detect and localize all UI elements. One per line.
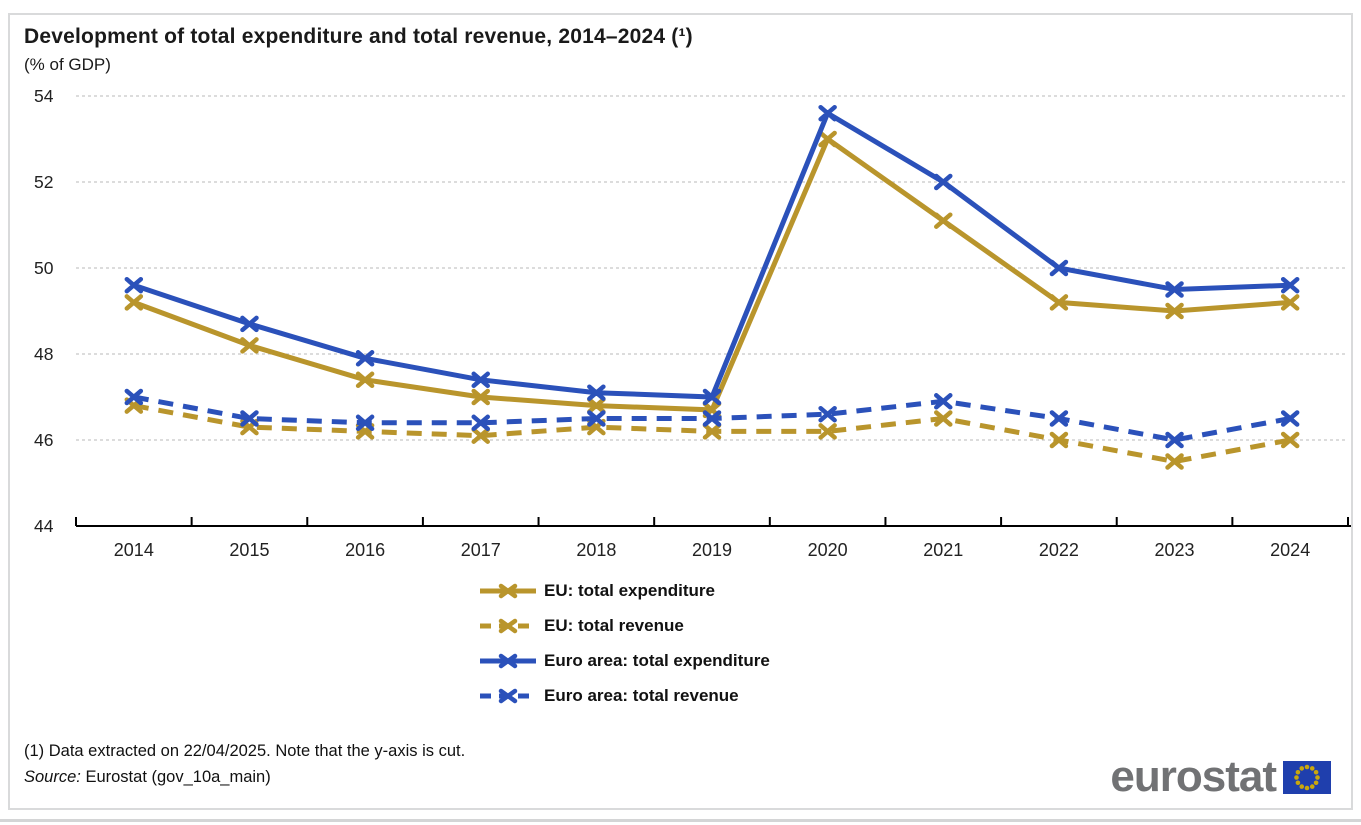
series-eu-total-expenditure [124, 130, 1300, 419]
eu-flag-icon [1283, 760, 1331, 794]
eurostat-logo: eurostat [1110, 755, 1331, 799]
x-axis-tick-label: 2020 [808, 540, 848, 560]
legend-item-eu-total-expenditure: EU: total expenditure [478, 580, 770, 602]
legend-line-sample-icon [480, 653, 536, 669]
footnote-line: (1) Data extracted on 22/04/2025. Note t… [24, 742, 466, 760]
legend-item-eu-total-revenue: EU: total revenue [478, 615, 770, 637]
line-chart-plot: 44 46 48 50 52 54 2014 2015 2016 2017 2018 2019 2020… [34, 86, 1351, 560]
eurostat-logo-text: eurostat [1110, 752, 1277, 801]
y-axis-tick-label: 54 [34, 86, 54, 106]
source-label: Source: [24, 768, 81, 786]
legend-line-sample-icon [480, 618, 536, 634]
chart-legend: EU: total expenditure EU: total revenue … [478, 580, 770, 707]
x-axis-tick-label: 2015 [229, 540, 269, 560]
legend-label: Euro area: total expenditure [544, 651, 770, 670]
y-axis-tick-label: 50 [34, 258, 54, 278]
chart-title: Development of total expenditure and tot… [24, 25, 693, 48]
source-text: Eurostat (gov_10a_main) [80, 768, 271, 786]
page-bottom-divider [0, 819, 1361, 822]
legend-label: EU: total revenue [544, 616, 684, 635]
x-axis-tick-label: 2016 [345, 540, 385, 560]
x-axis-tick-label: 2018 [576, 540, 616, 560]
legend-item-euro-area-total-revenue: Euro area: total revenue [478, 685, 770, 707]
x-axis-tick-label: 2022 [1039, 540, 1079, 560]
x-axis-tick-label: 2014 [114, 540, 154, 560]
chart-subtitle: (% of GDP) [24, 55, 111, 74]
x-axis-tick-label: 2021 [923, 540, 963, 560]
legend-label: EU: total expenditure [544, 581, 715, 600]
series-eu-total-revenue [124, 397, 1300, 470]
chart-footnotes: (1) Data extracted on 22/04/2025. Note t… [24, 738, 465, 790]
legend-line-sample-icon [480, 688, 536, 704]
y-axis-tick-label: 46 [34, 430, 53, 450]
y-axis-tick-label: 48 [34, 344, 53, 364]
x-axis-tick-label: 2017 [461, 540, 501, 560]
y-axis-tick-label: 52 [34, 172, 53, 192]
x-axis-tick-label: 2019 [692, 540, 732, 560]
gridlines [76, 95, 1348, 441]
legend-line-sample-icon [480, 583, 536, 599]
legend-item-euro-area-total-expenditure: Euro area: total expenditure [478, 650, 770, 672]
chart-container: Development of total expenditure and tot… [8, 13, 1353, 810]
series-euro-area-total-revenue [124, 388, 1300, 449]
series-euro-area-total-expenditure [124, 104, 1300, 406]
source-line: Source: Eurostat (gov_10a_main) [24, 764, 465, 790]
y-axis-tick-label: 44 [34, 516, 54, 536]
x-axis-tick-label: 2024 [1270, 540, 1310, 560]
legend-label: Euro area: total revenue [544, 686, 739, 705]
x-axis-tick-label: 2023 [1155, 540, 1195, 560]
x-axis [75, 517, 1351, 527]
